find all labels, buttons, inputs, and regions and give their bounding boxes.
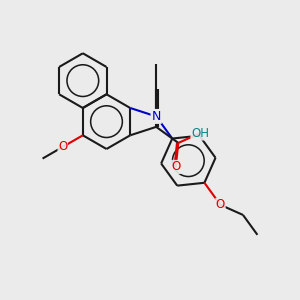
Text: O: O — [171, 160, 180, 173]
Text: OH: OH — [191, 127, 209, 140]
Text: N: N — [152, 110, 161, 123]
Text: O: O — [58, 140, 67, 153]
Text: O: O — [216, 198, 225, 212]
